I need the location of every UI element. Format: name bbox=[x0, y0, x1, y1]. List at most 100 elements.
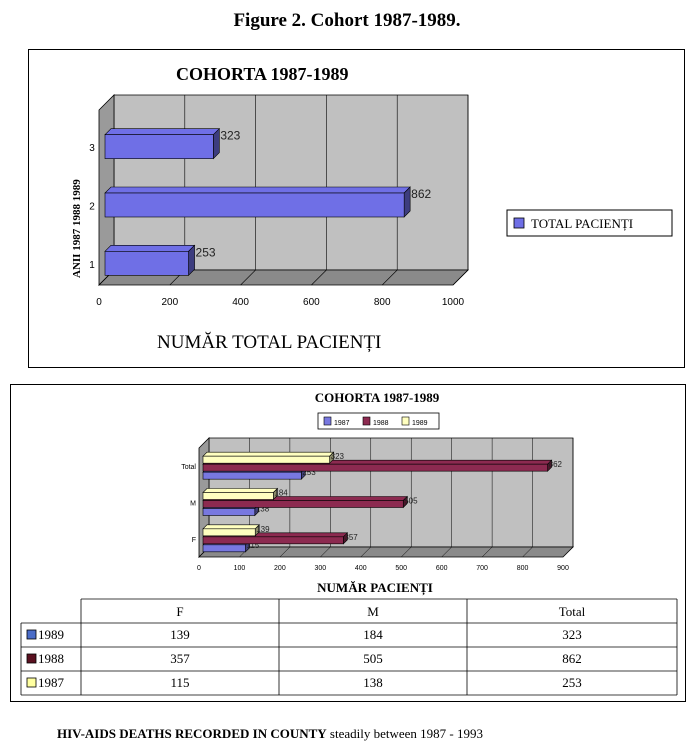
chart-2-x-tick-label: 700 bbox=[476, 565, 488, 572]
chart-2-data-label: 323 bbox=[331, 452, 345, 461]
chart-2-title: COHORTA 1987-1989 bbox=[315, 390, 440, 405]
chart-1-x-tick-label: 400 bbox=[232, 297, 249, 308]
chart-2-x-tick-label: 400 bbox=[355, 565, 367, 572]
chart-2-y-tick-label: F bbox=[192, 537, 196, 544]
chart-2-data-label: 139 bbox=[256, 525, 270, 534]
chart-1-bar-3 bbox=[104, 134, 214, 159]
chart-2-data-label: 253 bbox=[302, 468, 316, 477]
chart-1-floor-line bbox=[311, 269, 327, 286]
chart-1-x-tick-label: 0 bbox=[96, 297, 102, 308]
chart-1-y-tick-label: 2 bbox=[89, 202, 95, 213]
chart-2-table-row-label: 1988 bbox=[38, 651, 64, 666]
chart-2-x-tick-label: 300 bbox=[314, 565, 326, 572]
chart-2-bar-Total-1989 bbox=[202, 455, 330, 464]
chart-2-data-label: 138 bbox=[256, 505, 270, 514]
chart-2-bar-F-1988 bbox=[202, 536, 344, 545]
chart-2-table-cell: 505 bbox=[363, 651, 383, 666]
chart-2-x-tick-label: 800 bbox=[517, 565, 529, 572]
chart-2-bar-Total-1989-top bbox=[202, 451, 335, 457]
chart-1-y-tick-label: 3 bbox=[89, 143, 95, 154]
chart-2-table-cell: 357 bbox=[170, 651, 190, 666]
chart-1-bar-1-top bbox=[104, 245, 196, 252]
chart-2-legend-label: 1989 bbox=[412, 420, 428, 427]
footer-bold: HIV-AIDS DEATHS RECORDED IN COUNTY bbox=[57, 726, 327, 741]
chart-1-y-axis-label: ANII 1987 1988 1989 bbox=[71, 179, 83, 278]
chart-1-bar-1 bbox=[104, 251, 189, 276]
chart-2-x-axis-label: NUMĂR PACIENȚI bbox=[317, 580, 433, 596]
chart-1-legend-swatch bbox=[513, 217, 525, 229]
chart-2-floor-line bbox=[481, 546, 493, 558]
chart-1-x-tick-label: 200 bbox=[161, 297, 178, 308]
chart-2-frame: COHORTA 1987-1989 1987 1988 1989 0 100 200 300 4… bbox=[10, 384, 686, 702]
chart-2-x-tick-label: 600 bbox=[436, 565, 448, 572]
chart-2-table-cell: 139 bbox=[170, 627, 190, 642]
chart-2-bar-F-1987 bbox=[202, 544, 246, 553]
chart-2-floor-line bbox=[441, 546, 452, 558]
chart-1: COHORTA 1987-1989 0 200 400 600 800 1000 253 1 86… bbox=[71, 64, 673, 353]
chart-1-legend-label: TOTAL PACIENȚI bbox=[531, 216, 633, 231]
chart-1-title: COHORTA 1987-1989 bbox=[176, 64, 349, 84]
chart-2-x-tick-label: 900 bbox=[557, 565, 569, 572]
chart-2-table-row-label: 1989 bbox=[38, 627, 64, 642]
chart-1-data-label: 323 bbox=[220, 129, 240, 143]
chart-2-legend-label: 1988 bbox=[373, 420, 389, 427]
chart-2-data-label: 505 bbox=[404, 497, 418, 506]
chart-1-data-label: 253 bbox=[196, 245, 216, 259]
chart-2: COHORTA 1987-1989 1987 1988 1989 0 100 200 300 4… bbox=[20, 390, 678, 696]
chart-1-legend-box bbox=[506, 209, 673, 237]
chart-1-x-tick-label: 800 bbox=[374, 297, 391, 308]
chart-1-bar-2 bbox=[104, 192, 405, 218]
chart-1-data-label: 862 bbox=[411, 187, 431, 201]
chart-2-bar-F-1989-top bbox=[202, 524, 260, 530]
chart-2-table-header: Total bbox=[559, 604, 586, 619]
chart-1-x-axis-label: NUMĂR TOTAL PACIENȚI bbox=[157, 332, 381, 353]
chart-1-floor-line bbox=[381, 269, 398, 286]
chart-2-table-row-label: 1987 bbox=[38, 675, 65, 690]
chart-2-data-label: 862 bbox=[549, 460, 563, 469]
chart-2-table-header: F bbox=[176, 604, 183, 619]
chart-2-legend-swatch bbox=[362, 416, 371, 426]
chart-2-table-cell: 115 bbox=[170, 675, 189, 690]
chart-1-y-tick-label: 1 bbox=[89, 260, 95, 271]
chart-2-table-row-swatch bbox=[26, 677, 37, 688]
chart-2-table-cell: 184 bbox=[363, 627, 383, 642]
chart-2-x-tick-label: 0 bbox=[197, 565, 201, 572]
chart-2-table-cell: 253 bbox=[562, 675, 582, 690]
chart-2-bar-M-1989 bbox=[202, 492, 274, 500]
chart-2-bar-Total-1988 bbox=[202, 463, 548, 472]
chart-2-bar-Total-1987 bbox=[202, 471, 302, 480]
chart-1-back-wall bbox=[113, 94, 469, 271]
chart-1-floor-line bbox=[452, 269, 469, 286]
chart-1-x-tick-label: 600 bbox=[303, 297, 320, 308]
chart-2-floor-line bbox=[401, 546, 412, 558]
chart-2-bar-F-1989 bbox=[202, 528, 256, 537]
chart-2-data-label: 357 bbox=[344, 533, 358, 542]
chart-2-table-header: M bbox=[367, 604, 379, 619]
chart-1-floor-line bbox=[240, 269, 256, 286]
chart-2-legend-label: 1987 bbox=[334, 420, 350, 427]
chart-2-data-label: 115 bbox=[247, 541, 260, 550]
chart-2-data-label: 184 bbox=[274, 489, 288, 498]
chart-1-x-tick-label: 1000 bbox=[442, 297, 465, 308]
chart-2-table-row-swatch bbox=[26, 653, 37, 664]
chart-2-table-row-swatch bbox=[26, 629, 37, 640]
chart-2-floor-line bbox=[279, 546, 291, 558]
chart-2-bar-M-1988 bbox=[202, 500, 404, 508]
chart-2-legend-swatch bbox=[323, 416, 332, 426]
figure-title: Figure 2. Cohort 1987-1989. bbox=[233, 10, 461, 31]
chart-2-floor-line bbox=[522, 546, 533, 558]
chart-2-floor-line bbox=[360, 546, 371, 558]
chart-2-y-tick-label: Total bbox=[181, 464, 196, 471]
chart-2-floor-line bbox=[562, 546, 574, 558]
chart-2-legend-swatch bbox=[401, 416, 410, 426]
chart-2-table-cell: 323 bbox=[562, 627, 582, 642]
chart-2-bar-M-1987 bbox=[202, 508, 256, 516]
chart-2-table-cell: 862 bbox=[562, 651, 582, 666]
chart-1-bar-2-top bbox=[104, 186, 411, 194]
footer-rest: steadily between 1987 - 1993 bbox=[326, 726, 483, 741]
footer-note: HIV-AIDS DEATHS RECORDED IN COUNTY stead… bbox=[57, 726, 483, 742]
chart-2-table-cell: 138 bbox=[363, 675, 383, 690]
chart-2-x-tick-label: 200 bbox=[274, 565, 286, 572]
chart-2-bar-M-1989-top bbox=[202, 488, 279, 493]
chart-2-x-tick-label: 500 bbox=[395, 565, 407, 572]
